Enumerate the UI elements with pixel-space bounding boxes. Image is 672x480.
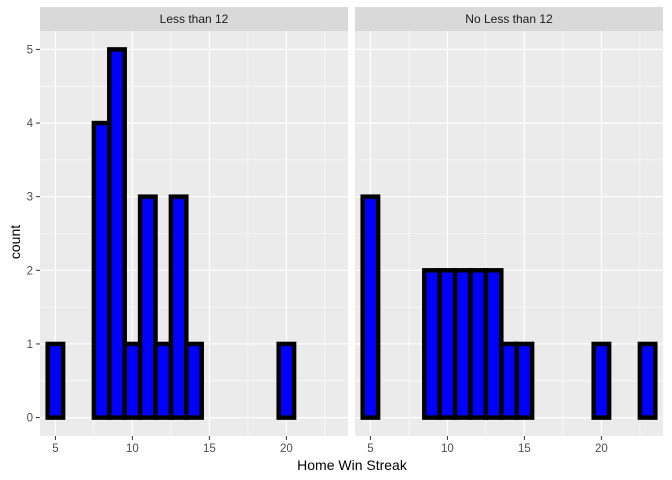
- y-tick-label: 0: [27, 413, 33, 425]
- histogram-bar: [45, 341, 66, 420]
- histogram-bar: [637, 341, 658, 420]
- histogram-bar: [184, 341, 204, 420]
- histogram-bar: [360, 194, 381, 420]
- y-tick-label: 2: [27, 265, 33, 277]
- histogram-bar: [168, 194, 189, 420]
- histogram-bar: [468, 268, 489, 420]
- histogram-bar: [422, 268, 442, 420]
- x-tick-label: 20: [280, 443, 293, 455]
- x-tick-label: 15: [518, 443, 531, 455]
- y-tick-label: 3: [27, 192, 33, 204]
- histogram-bar: [122, 341, 143, 420]
- y-axis-title: count: [7, 225, 23, 259]
- facet-strip-label: Less than 12: [160, 12, 229, 26]
- y-tick-label: 5: [27, 44, 33, 56]
- facet-strip-label: No Less than 12: [465, 12, 553, 26]
- histogram-bar: [437, 268, 458, 420]
- x-tick-label: 10: [126, 443, 139, 455]
- histogram-bar: [91, 120, 112, 420]
- histogram-bar: [483, 268, 504, 420]
- y-tick-label: 1: [27, 339, 33, 351]
- x-tick-label: 5: [367, 443, 373, 455]
- facet-strip: [40, 7, 348, 31]
- histogram-bar: [499, 341, 519, 420]
- facet-panel-1: Less than 12 5 10 15 20 0 1 2 3 4 5: [27, 7, 348, 455]
- x-tick-label: 10: [441, 443, 454, 455]
- x-tick-label: 20: [595, 443, 608, 455]
- x-tick-label: 5: [52, 443, 58, 455]
- histogram-bar: [591, 341, 612, 420]
- histogram-bar: [153, 341, 174, 420]
- x-tick-label: 15: [203, 443, 216, 455]
- histogram-bar: [276, 341, 297, 420]
- facet-panel-2: No Less than 12 5 10 15 20: [355, 7, 663, 455]
- histogram-bar: [514, 341, 535, 420]
- histogram-bar: [452, 268, 473, 420]
- histogram-bar: [137, 194, 158, 420]
- x-axis-title: Home Win Streak: [297, 457, 408, 473]
- histogram-bar: [107, 47, 127, 420]
- facet-strip: [355, 7, 663, 31]
- y-tick-label: 4: [27, 118, 34, 130]
